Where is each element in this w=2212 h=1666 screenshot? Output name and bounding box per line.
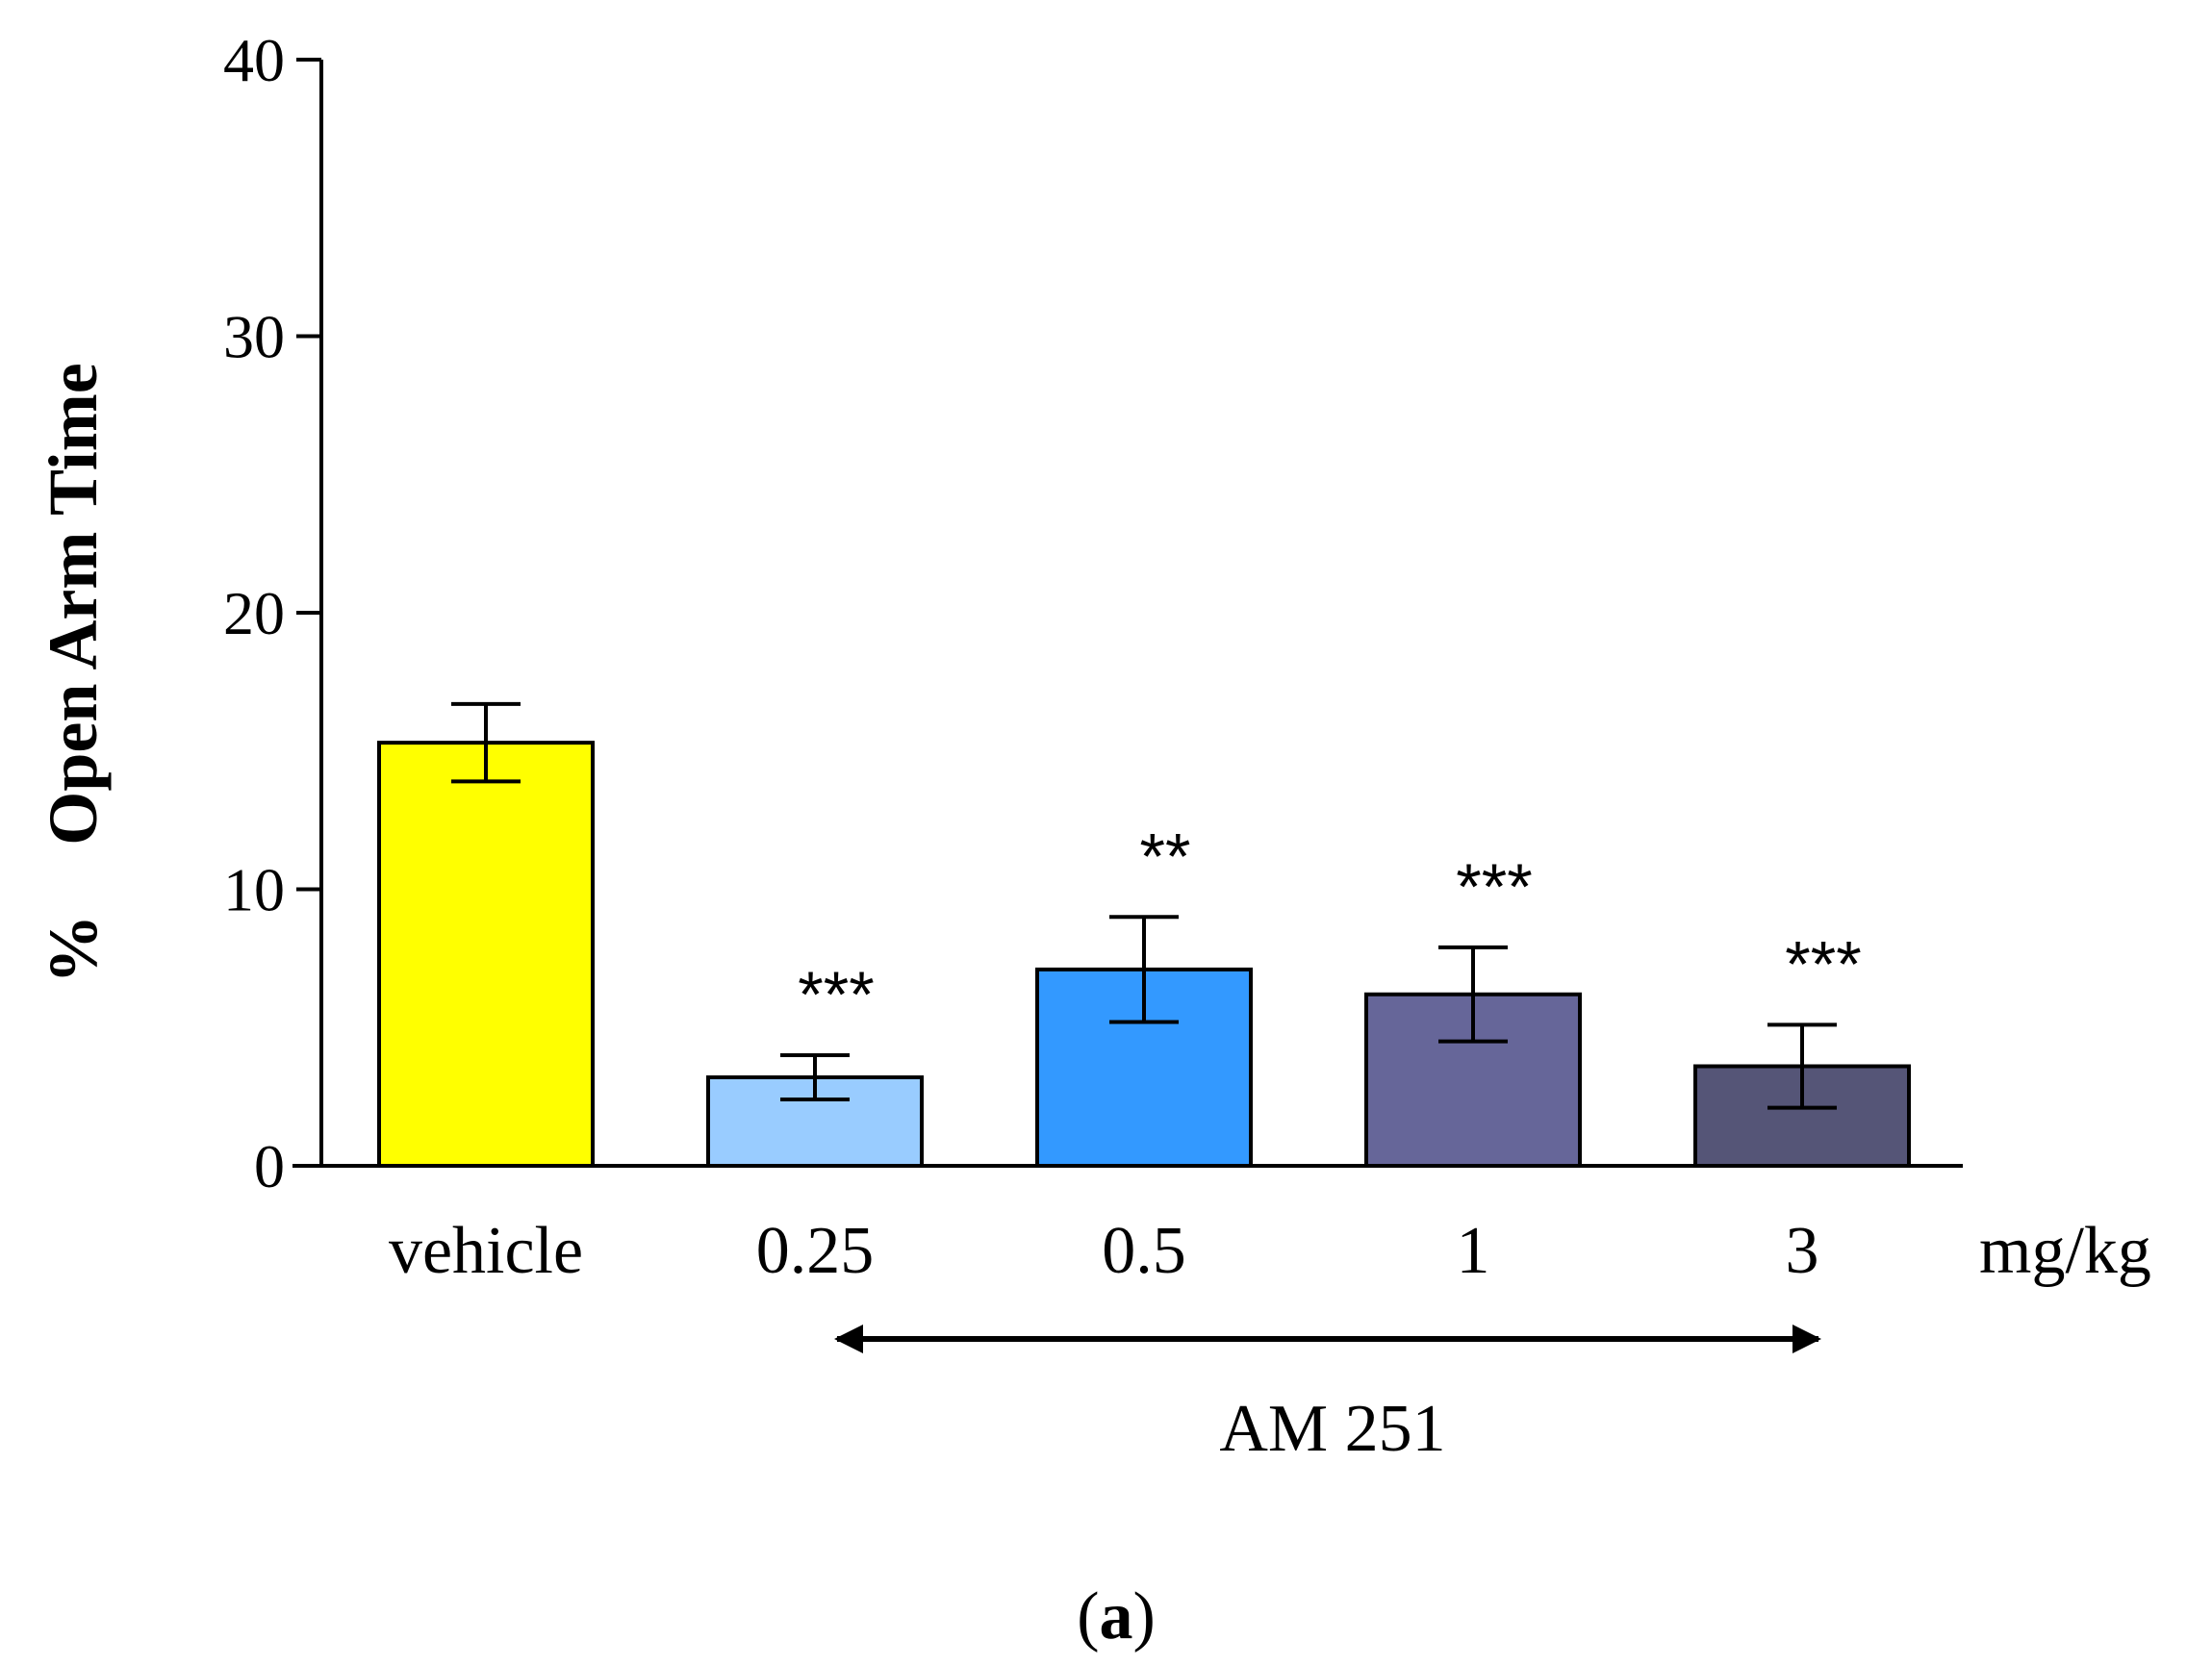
x-tick-label: vehicle — [389, 1214, 583, 1288]
x-tick-label: 1 — [1457, 1214, 1490, 1288]
bar — [377, 741, 595, 1168]
y-tick-label: 20 — [223, 579, 285, 647]
significance-group: ***** ****** — [798, 820, 1861, 1031]
y-tick-label: 40 — [223, 26, 285, 94]
significance-label: *** — [1456, 850, 1532, 923]
y-tick-label: 0 — [254, 1132, 285, 1200]
x-tick-label: 3 — [1786, 1214, 1819, 1288]
unit-label: mg/kg — [1979, 1214, 2151, 1288]
y-tick-label: 10 — [223, 856, 285, 924]
y-tick-label: 30 — [223, 303, 285, 371]
x-tick-label: 0.25 — [756, 1214, 875, 1288]
panel-label: (a) — [1077, 1579, 1156, 1653]
bars-group — [377, 741, 1911, 1168]
significance-label: *** — [798, 958, 874, 1031]
x-tick-label: 0.5 — [1102, 1214, 1186, 1288]
group-label: AM 251 — [1219, 1392, 1445, 1466]
x-axis-tick-labels: vehicle 0.25 0.5 1 3 — [389, 1214, 1819, 1288]
panel-label-letter: a — [1100, 1579, 1133, 1653]
significance-label: *** — [1785, 927, 1861, 1000]
panel-label-open: ( — [1077, 1579, 1099, 1653]
panel-label-close: ) — [1133, 1579, 1156, 1653]
y-axis-ticks: 0 10 20 30 40 — [223, 26, 321, 1200]
error-bars-group — [451, 701, 1837, 1110]
y-axis-label: % Open Arm Time — [35, 363, 112, 983]
significance-label: ** — [1140, 820, 1191, 893]
